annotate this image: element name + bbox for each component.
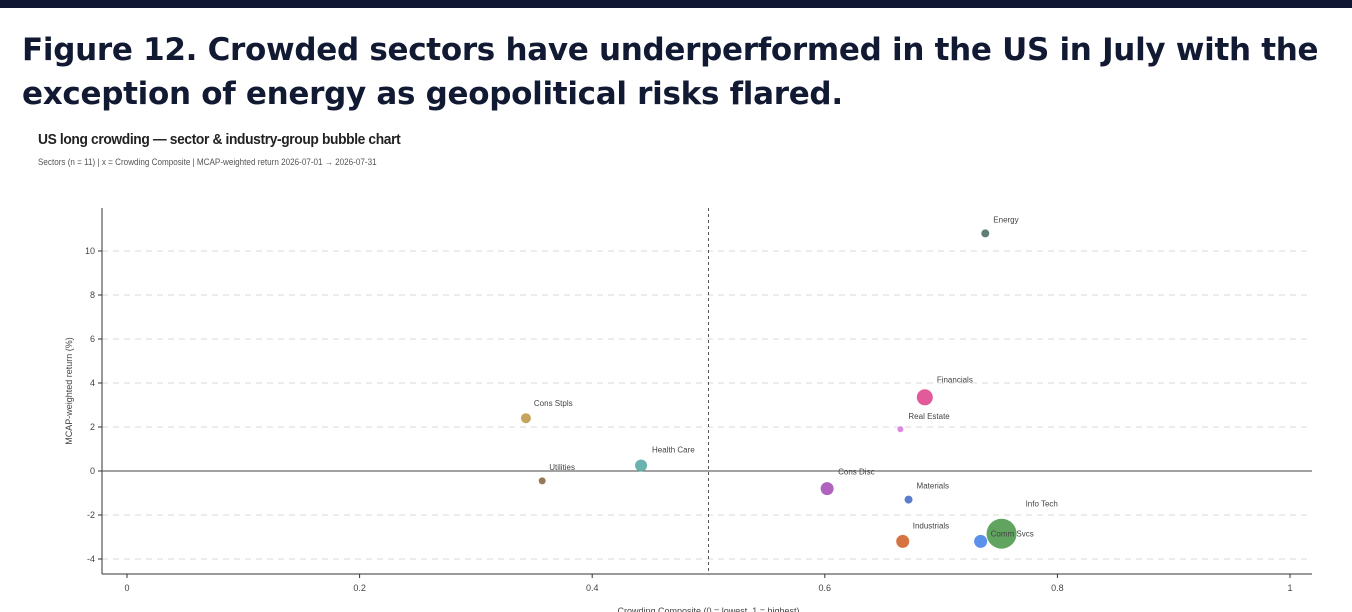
x-tick-label: 0.8 [1051,583,1064,593]
bubble-energy [981,229,990,238]
y-tick-label: 6 [90,334,95,344]
bubble-materials [904,495,913,504]
point-label-cons-stpls: Cons Stpls [534,399,573,408]
bubble-cons-stpls [520,413,531,424]
point-label-health-care: Health Care [652,446,695,455]
point-label-industrials: Industrials [913,521,949,530]
point-label-financials: Financials [937,375,973,384]
bubble-comm-svcs [974,534,988,548]
y-tick-label: -2 [87,510,95,520]
y-tick-label: -4 [87,554,95,564]
bubble-real-estate [897,426,904,433]
x-tick-label: 0.2 [353,583,366,593]
bubble-industrials [896,534,910,548]
bubble-health-care [635,459,648,472]
y-tick-label: 10 [85,246,95,256]
point-label-energy: Energy [993,215,1018,224]
bubble-financials [916,389,933,406]
x-tick-label: 0 [124,583,129,593]
y-tick-label: 0 [90,466,95,476]
chart-title: US long crowding — sector & industry-gro… [38,131,401,148]
chart-subtitle: Sectors (n = 11) | x = Crowding Composit… [38,157,377,167]
figure-title: Figure 12. Crowded sectors have underper… [22,32,1319,112]
point-label-comm-svcs: Comm Svcs [991,529,1034,538]
bubble-info-tech [986,518,1017,549]
y-tick-label: 8 [90,290,95,300]
y-axis-label: MCAP-weighted return (%) [64,337,74,445]
x-tick-label: 1 [1287,583,1292,593]
bubble-cons-disc [820,482,834,496]
point-label-real-estate: Real Estate [908,412,950,421]
bubble-utilities [538,477,546,485]
x-axis-label: Crowding Composite (0 = lowest, 1 = high… [617,606,799,612]
y-tick-label: 4 [90,378,95,388]
x-tick-label: 0.4 [586,583,599,593]
top-bar [0,0,1352,8]
y-tick-label: 2 [90,422,95,432]
point-label-cons-disc: Cons Disc [838,468,874,477]
point-label-utilities: Utilities [549,463,575,472]
point-label-info-tech: Info Tech [1026,500,1058,509]
x-tick-label: 0.6 [819,583,832,593]
point-label-materials: Materials [917,482,949,491]
